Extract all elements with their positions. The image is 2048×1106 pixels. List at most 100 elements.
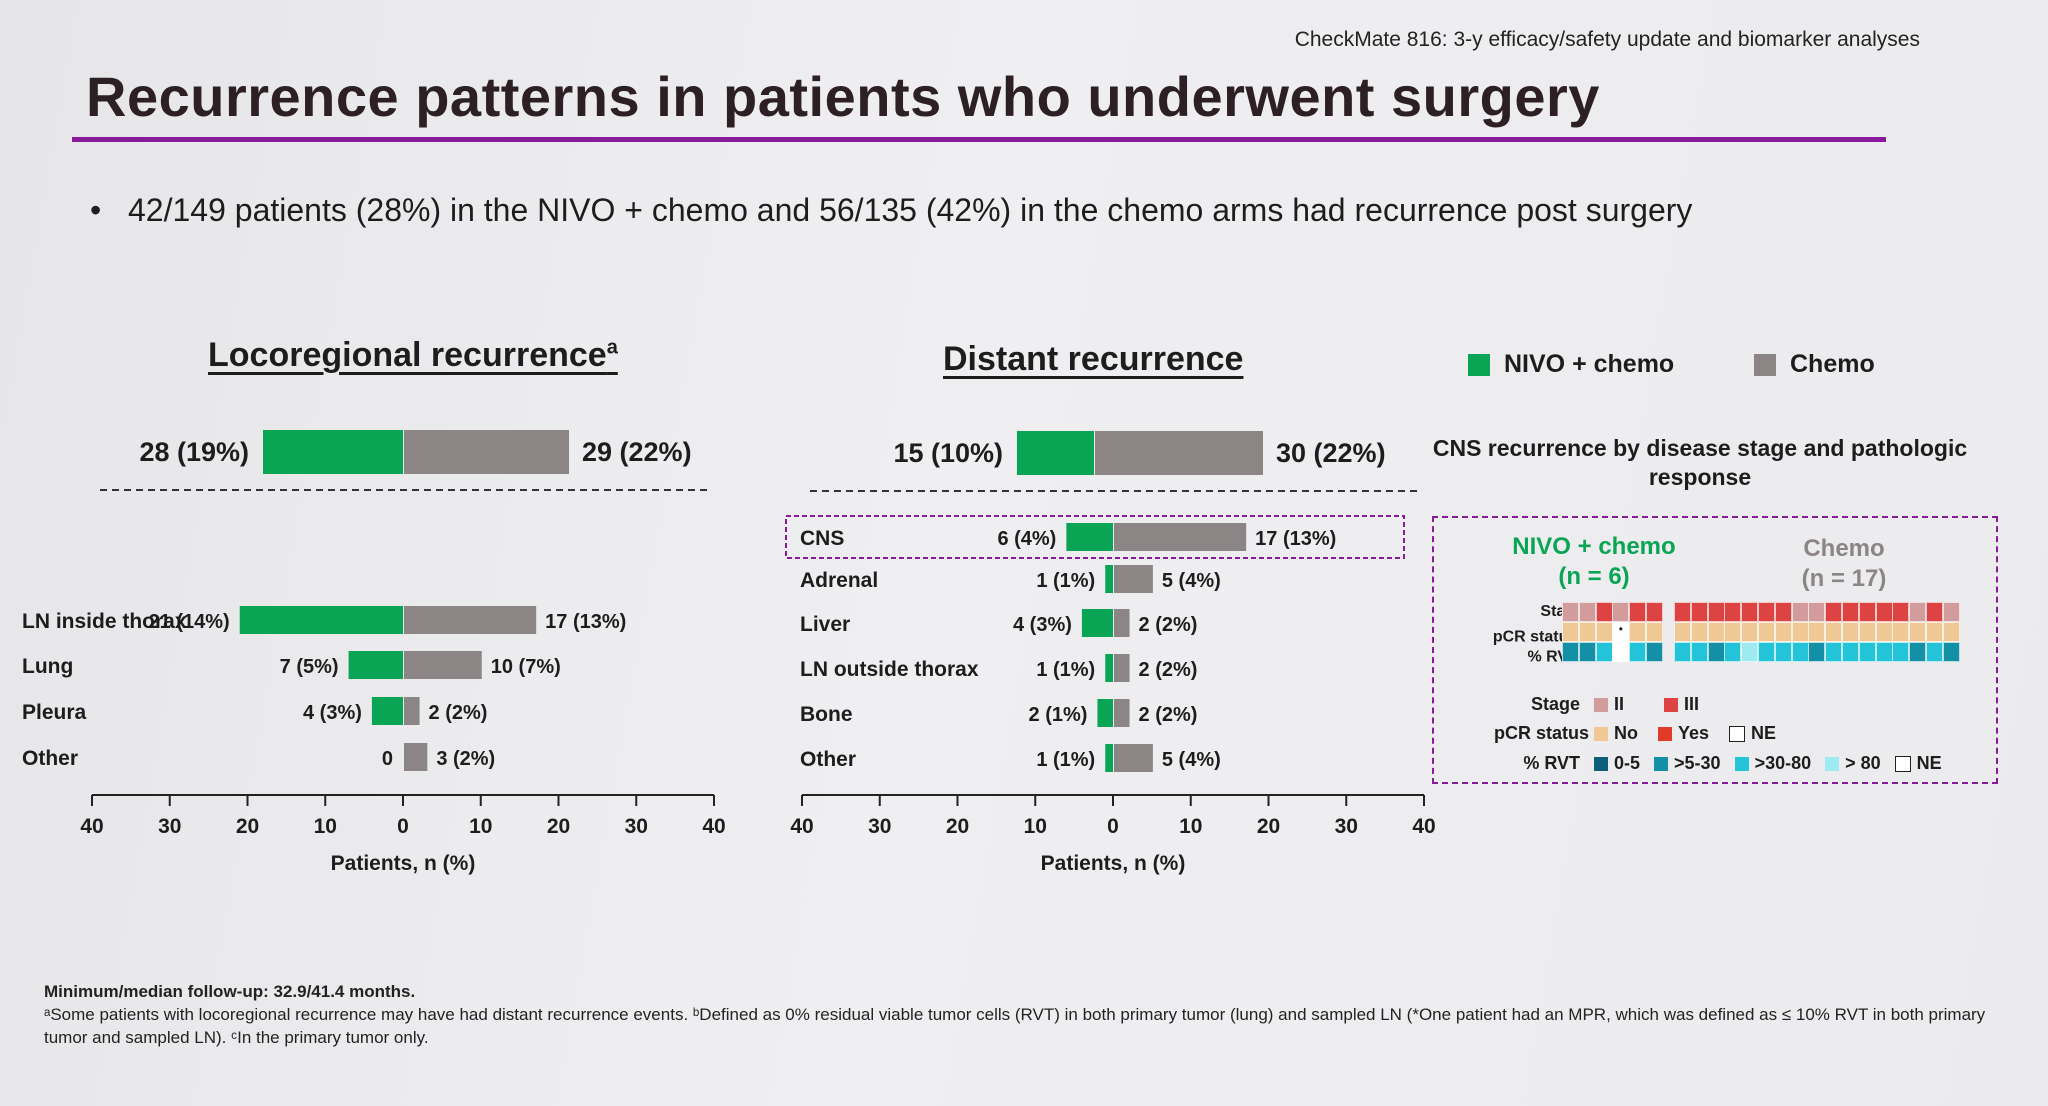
locoregional-x-axis-label: Patients, n (%) xyxy=(331,852,476,875)
legend-pcr-ne-swatch xyxy=(1729,725,1746,742)
heatmap-cell-pcr xyxy=(1690,622,1708,642)
heatmap-cell-stage xyxy=(1942,602,1960,622)
locoregional-chemo-value-label: 3 (2%) xyxy=(436,748,495,770)
distant-chemo-value-label: 5 (4%) xyxy=(1162,749,1221,771)
cns-heatmap-box: NIVO + chemo (n = 6) Chemo (n = 17) Stag… xyxy=(1432,516,1998,784)
heatmap-cell-rvt xyxy=(1578,642,1596,662)
distant-nivo-bar xyxy=(1097,699,1113,727)
distant-nivo-bar xyxy=(1081,609,1113,637)
heatmap-cell-rvt xyxy=(1926,642,1943,662)
heatmap-legend-pcr: pCR status No Yes NE xyxy=(1494,723,1776,744)
distant-chemo-value-label: 2 (2%) xyxy=(1139,614,1198,636)
heatmap-grid: • xyxy=(1434,518,1994,678)
locoregional-x-tick-label: 40 xyxy=(702,815,725,838)
heatmap-cell-rvt xyxy=(1724,642,1742,662)
distant-x-tick-label: 20 xyxy=(946,815,969,838)
heatmap-cell-stage xyxy=(1707,602,1725,622)
distant-x-tick-label: 40 xyxy=(790,815,813,838)
heatmap-cell-rvt xyxy=(1909,642,1927,662)
legend-stage-title: Stage xyxy=(1530,694,1580,714)
distant-total-chemo-label: 30 (22%) xyxy=(1276,438,1386,468)
heatmap-cell-rvt xyxy=(1612,642,1630,662)
distant-nivo-value-label: 1 (1%) xyxy=(1036,659,1095,681)
legend-rvt-title: % RVT xyxy=(1523,753,1580,773)
heatmap-cell-stage xyxy=(1578,602,1596,622)
distant-nivo-bar xyxy=(1105,654,1113,682)
heatmap-cell-pcr xyxy=(1926,622,1943,642)
legend-stage-ii: II xyxy=(1614,694,1625,714)
distant-chemo-bar xyxy=(1114,699,1130,727)
heatmap-cell-stage xyxy=(1875,602,1893,622)
heatmap-cell-stage xyxy=(1842,602,1859,622)
distant-x-tick-label: 0 xyxy=(1107,815,1119,838)
heatmap-cell-stage xyxy=(1724,602,1742,622)
heatmap-cell-pcr xyxy=(1758,622,1775,642)
heatmap-cell-rvt xyxy=(1875,642,1893,662)
heatmap-cell-rvt xyxy=(1674,642,1691,662)
distant-nivo-value-label: 6 (4%) xyxy=(997,528,1056,550)
heatmap-cell-pcr xyxy=(1858,622,1876,642)
heatmap-cell-rvt xyxy=(1595,642,1613,662)
heatmap-cell-rvt xyxy=(1825,642,1843,662)
heatmap-cell-pcr xyxy=(1875,622,1893,642)
heatmap-cell-rvt xyxy=(1758,642,1775,662)
distant-nivo-bar xyxy=(1105,744,1113,772)
heatmap-cell-stage xyxy=(1741,602,1759,622)
heatmap-cell-stage xyxy=(1562,602,1579,622)
bullet-marker: • xyxy=(90,192,102,228)
legend-stage-ii-swatch xyxy=(1594,697,1608,712)
footnotes: Minimum/median follow-up: 32.9/41.4 mont… xyxy=(44,980,2024,1049)
heatmap-cell-rvt xyxy=(1690,642,1708,662)
heatmap-cell-rvt xyxy=(1741,642,1759,662)
heatmap-arm-chemo-name: Chemo xyxy=(1803,535,1885,562)
heatmap-cell-stage xyxy=(1825,602,1843,622)
heatmap-cell-pcr xyxy=(1674,622,1691,642)
heatmap-cell-pcr xyxy=(1909,622,1927,642)
heatmap-cell-pcr xyxy=(1892,622,1910,642)
distant-x-tick-label: 10 xyxy=(1024,815,1047,838)
heatmap-cell-pcr xyxy=(1724,622,1742,642)
legend-rvt-30-80: >30-80 xyxy=(1754,753,1812,773)
locoregional-nivo-value-label: 0 xyxy=(382,748,393,770)
locoregional-x-tick-label: 10 xyxy=(469,815,492,838)
legend-rvt-30-80-swatch xyxy=(1734,756,1749,771)
distant-total-nivo-label: 15 (10%) xyxy=(893,438,1003,468)
heatmap-cell-pcr xyxy=(1774,622,1792,642)
cns-heatmap-title: CNS recurrence by disease stage and path… xyxy=(1432,435,1968,490)
heatmap-arm-chemo: Chemo (n = 17) xyxy=(1734,534,1954,594)
heatmap-cell-pcr xyxy=(1842,622,1859,642)
legend-rvt-5-30: >5-30 xyxy=(1674,753,1721,773)
heatmap-cell-rvt xyxy=(1942,642,1960,662)
distant-chemo-bar xyxy=(1114,565,1153,593)
locoregional-chemo-value-label: 17 (13%) xyxy=(545,611,626,633)
locoregional-total-nivo-bar xyxy=(263,430,403,474)
heatmap-cell-stage xyxy=(1612,602,1630,622)
locoregional-chemo-value-label: 10 (7%) xyxy=(491,656,561,678)
heatmap-cell-rvt xyxy=(1808,642,1826,662)
locoregional-category-label: Other xyxy=(22,747,78,770)
heatmap-cell-pcr xyxy=(1578,622,1596,642)
locoregional-chemo-bar xyxy=(404,697,420,725)
distant-category-label: Other xyxy=(800,748,856,771)
legend-nivo-label: NIVO + chemo xyxy=(1504,350,1675,378)
locoregional-category-label: Pleura xyxy=(22,701,87,724)
distant-category-label: Liver xyxy=(800,613,850,636)
heatmap-legend-stage: Stage II III xyxy=(1494,694,1699,715)
legend-chemo-swatch xyxy=(1754,353,1776,376)
locoregional-chemo-value-label: 2 (2%) xyxy=(429,702,488,724)
footnote-followup: Minimum/median follow-up: 32.9/41.4 mont… xyxy=(44,982,416,1001)
footnote-definitions: ᵃSome patients with locoregional recurre… xyxy=(44,1005,1986,1047)
locoregional-title: Locoregional recurrencea xyxy=(208,336,618,374)
locoregional-x-tick-label: 40 xyxy=(80,815,103,838)
distant-x-tick-label: 30 xyxy=(868,815,891,838)
legend-rvt-0-5-swatch xyxy=(1594,756,1608,771)
heatmap-cell-stage xyxy=(1674,602,1691,622)
heatmap-cell-pcr xyxy=(1646,622,1663,642)
heatmap-cell-stage xyxy=(1926,602,1943,622)
legend-pcr-title: pCR status xyxy=(1494,723,1590,743)
heatmap-cell-rvt xyxy=(1842,642,1859,662)
distant-nivo-bar xyxy=(1066,523,1113,551)
locoregional-nivo-bar xyxy=(371,697,403,725)
heatmap-cell-pcr xyxy=(1562,622,1579,642)
